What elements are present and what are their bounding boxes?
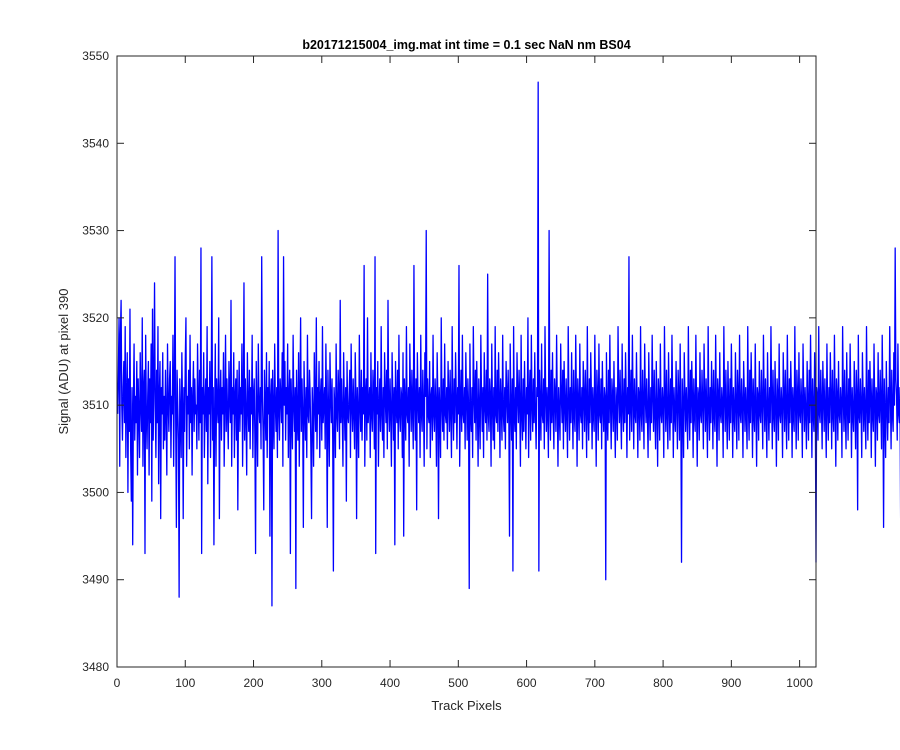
axes-box bbox=[116, 55, 817, 668]
series-line-0 bbox=[117, 81, 900, 607]
x-tick-label: 0 bbox=[114, 676, 121, 690]
y-tick-label: 3490 bbox=[82, 573, 109, 587]
y-tick-label: 3530 bbox=[82, 224, 109, 238]
x-tick-label: 600 bbox=[517, 676, 537, 690]
chart-title: b20171215004_img.mat int time = 0.1 sec … bbox=[302, 38, 630, 52]
x-tick-label: 1000 bbox=[786, 676, 813, 690]
axes-layer bbox=[116, 55, 817, 668]
y-tick-label: 3480 bbox=[82, 660, 109, 674]
x-tick-label: 800 bbox=[653, 676, 673, 690]
y-tick-label: 3500 bbox=[82, 485, 109, 499]
y-tick-label: 3520 bbox=[82, 311, 109, 325]
x-axis-label: Track Pixels bbox=[431, 698, 502, 713]
x-tick-label: 400 bbox=[380, 676, 400, 690]
x-tick-label: 900 bbox=[721, 676, 741, 690]
series-layer bbox=[117, 81, 900, 607]
x-tick-label: 200 bbox=[244, 676, 264, 690]
x-tick-label: 100 bbox=[175, 676, 195, 690]
y-tick-label: 3510 bbox=[82, 398, 109, 412]
x-tick-label: 300 bbox=[312, 676, 332, 690]
labels-layer: 0 100 200 300 400 500 600 700 800 900 1000 3480 3490… bbox=[82, 49, 813, 690]
y-tick-label: 3540 bbox=[82, 136, 109, 150]
x-tick-label: 500 bbox=[448, 676, 468, 690]
y-axis-label: Signal (ADU) at pixel 390 bbox=[56, 289, 71, 435]
y-tick-label: 3550 bbox=[82, 49, 109, 63]
x-tick-label: 700 bbox=[585, 676, 605, 690]
